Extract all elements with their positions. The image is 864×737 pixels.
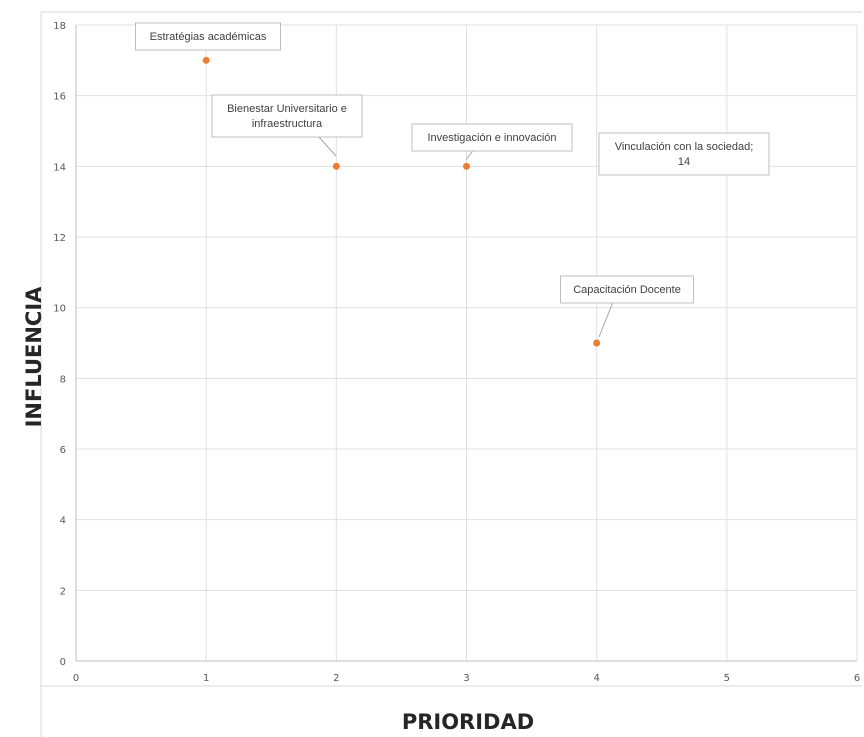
callout-leader-line [317,135,337,157]
data-points [202,56,601,347]
data-callout-label: 14 [678,156,690,168]
x-tick-labels: 0 1 2 3 4 5 6 [73,673,860,684]
data-point [332,162,340,170]
x-tick-label: 1 [203,673,209,684]
y-tick-label: 14 [53,162,66,173]
data-callout-box [560,275,694,304]
data-callout-label: Investigación e innovación [427,132,556,144]
data-callout-label: Vinculación con la sociedad; [615,141,754,153]
x-tick-label: 5 [724,673,730,684]
x-tick-label: 0 [73,673,79,684]
axes [75,25,857,662]
data-callout-label: Bienestar Universitario e [227,103,347,115]
data-callout-box [135,22,281,51]
data-callout-label: Capacitación Docente [573,284,681,296]
data-callout-box [211,94,363,138]
y-tick-labels: 0 2 4 6 8 10 12 14 16 18 [53,21,66,668]
x-axis-title: PRIORIDAD [402,710,534,734]
y-tick-label: 16 [53,92,66,103]
x-tick-label: 3 [463,673,469,684]
y-axis-title: INFLUENCIA [22,286,46,428]
data-callout-box [411,123,573,152]
y-tick-label: 0 [60,657,66,668]
callout-leader-line [598,296,616,338]
data-callouts: Estratégias académicas Bienestar Universi… [135,22,770,304]
y-tick-label: 4 [60,516,66,527]
x-tick-label: 6 [854,673,860,684]
x-tick-label: 2 [333,673,339,684]
data-point [202,56,210,64]
data-point [463,162,470,170]
y-tick-label: 10 [53,304,66,315]
y-tick-label: 18 [53,21,66,32]
y-tick-label: 12 [53,233,66,244]
x-tick-label: 4 [593,673,599,684]
data-callout-box [598,132,770,176]
y-tick-label: 2 [60,586,66,597]
data-callout-label: infraestructura [252,118,323,130]
data-point [593,339,601,347]
y-tick-label: 8 [60,374,66,385]
y-tick-label: 6 [60,445,66,456]
data-callout-label: Estratégias académicas [150,31,267,43]
